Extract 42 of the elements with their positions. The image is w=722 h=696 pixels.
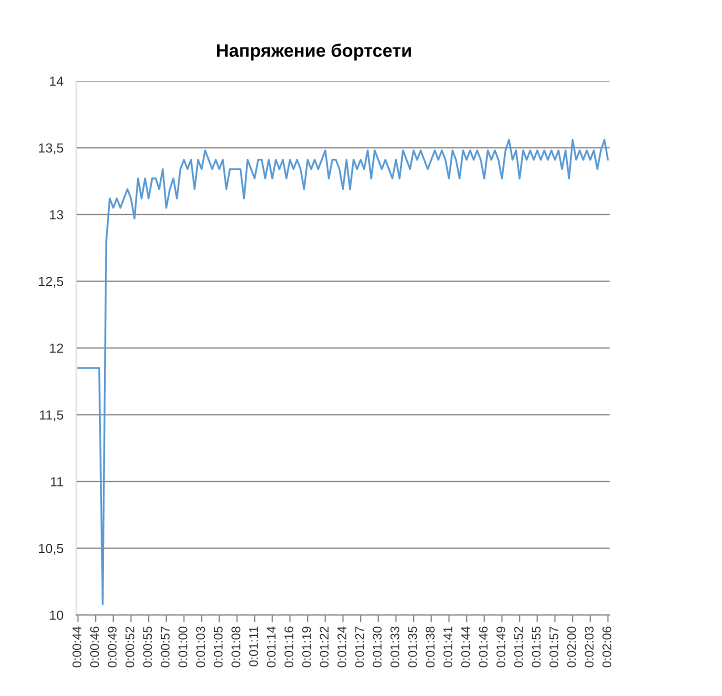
x-tick-label: 0:00:52: [125, 626, 134, 668]
x-tick-label: 0:01:38: [426, 626, 435, 668]
x-tick-label: 0:01:52: [514, 626, 523, 668]
x-tick-label: 0:01:49: [496, 626, 506, 668]
x-tick-label: 0:01:14: [266, 626, 276, 668]
y-tick-label: 10: [50, 610, 64, 620]
x-tick-label: 0:01:41: [443, 626, 452, 668]
x-tick-label: 0:01:30: [372, 626, 382, 668]
x-tick-label: 0:01:05: [214, 626, 223, 668]
y-tick-label: 11,5: [40, 410, 64, 422]
x-tick-label: 0:01:16: [284, 626, 294, 668]
y-tick-label: 13: [50, 210, 64, 220]
x-tick-label: 0:02:06: [602, 626, 612, 668]
y-tick-label: 12,5: [39, 276, 64, 288]
x-tick-label: 0:02:00: [567, 626, 576, 668]
y-tick-label: 11: [51, 477, 64, 486]
x-tick-label: 0:00:46: [90, 626, 99, 668]
x-tick-label: 0:01:19: [302, 626, 311, 668]
x-tick-label: 0:01:57: [549, 626, 558, 668]
x-tick-label: 0:01:11: [249, 626, 258, 666]
line-series: [77, 138, 609, 606]
y-tick-label: 13,5: [39, 143, 64, 154]
y-tick-label: 10,5: [39, 544, 64, 555]
x-tick-label: 0:01:35: [408, 626, 417, 668]
x-tick-label: 0:01:22: [320, 626, 329, 668]
x-tick-label: 0:01:00: [178, 626, 188, 668]
x-tick-label: 0:00:55: [143, 626, 152, 668]
x-tick-label: 0:01:27: [355, 626, 364, 668]
x-tick-label: 0:00:57: [160, 626, 170, 668]
x-tick-label: 0:01:24: [337, 626, 346, 668]
y-tick-label: 12: [50, 344, 64, 353]
x-tick-label: 0:00:49: [108, 626, 117, 668]
x-tick-label: 0:01:55: [532, 626, 541, 668]
y-tick-label: 14: [50, 76, 64, 86]
x-tick-label: 0:01:44: [461, 626, 470, 668]
x-tick-label: 0:01:33: [390, 626, 400, 668]
chart-title: Напряжение бортсети: [217, 44, 411, 60]
x-tick-label: 0:01:03: [196, 626, 205, 668]
x-tick-label: 0:01:08: [231, 626, 240, 668]
x-tick-label: 0:00:44: [72, 626, 82, 668]
x-tick-label: 0:02:03: [584, 626, 594, 668]
x-tick-label: 0:01:46: [478, 626, 488, 668]
